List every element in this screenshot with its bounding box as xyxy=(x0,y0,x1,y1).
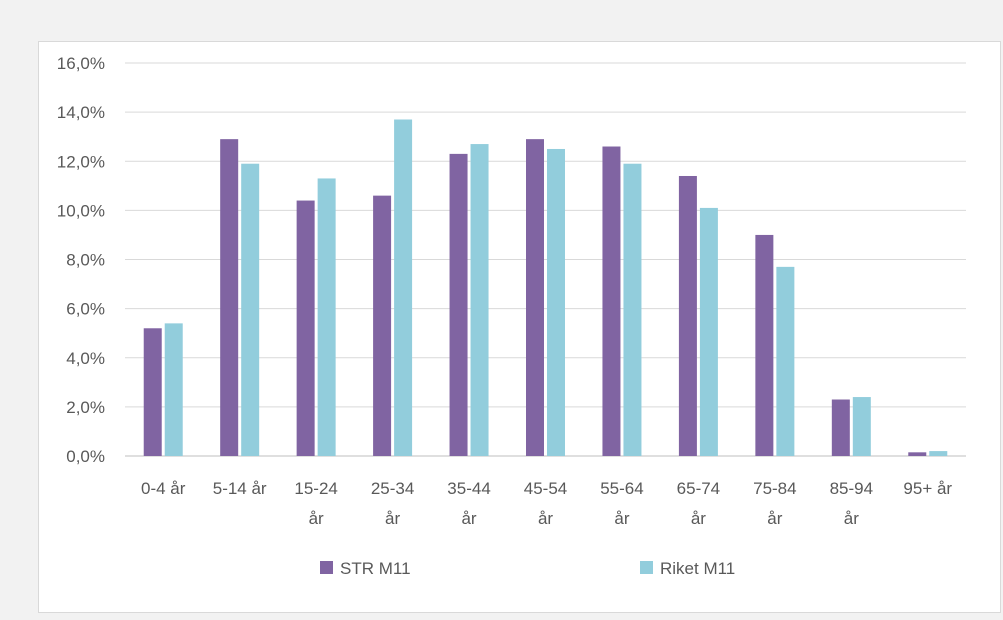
bar-riket-m11 xyxy=(165,323,183,456)
bar-riket-m11 xyxy=(394,119,412,456)
x-tick-label: 0-4 år xyxy=(141,479,186,498)
y-tick-label: 6,0% xyxy=(66,300,105,319)
bar-str-m11 xyxy=(602,147,620,456)
bar-riket-m11 xyxy=(547,149,565,456)
y-tick-label: 12,0% xyxy=(57,152,105,171)
bar-chart: 0,0% 2,0% 4,0% 6,0% 8,0% 10,0% 12,0% 14,0% 16,0%… xyxy=(8,8,996,612)
bar-str-m11 xyxy=(526,139,544,456)
legend-swatch xyxy=(640,561,653,574)
bar-riket-m11 xyxy=(318,178,336,456)
x-tick-label: 65-74 xyxy=(677,479,720,498)
x-tick-label: år xyxy=(844,509,859,528)
x-tick-label: 45-54 xyxy=(524,479,567,498)
x-tick-label: 55-64 xyxy=(600,479,643,498)
bar-str-m11 xyxy=(679,176,697,456)
y-tick-label: 8,0% xyxy=(66,251,105,270)
y-tick-label: 14,0% xyxy=(57,103,105,122)
x-tick-label: år xyxy=(309,509,324,528)
x-tick-label: 5-14 år xyxy=(213,479,267,498)
bar-riket-m11 xyxy=(471,144,489,456)
x-tick-label: 35-44 xyxy=(447,479,490,498)
y-tick-label: 4,0% xyxy=(66,349,105,368)
x-tick-label: 95+ år xyxy=(903,479,952,498)
x-tick-label: 85-94 xyxy=(830,479,873,498)
y-tick-label: 0,0% xyxy=(66,447,105,466)
bar-riket-m11 xyxy=(853,397,871,456)
x-tick-label: år xyxy=(385,509,400,528)
x-tick-label: år xyxy=(461,509,476,528)
chart-frame: 0,0% 2,0% 4,0% 6,0% 8,0% 10,0% 12,0% 14,0% 16,0%… xyxy=(8,8,996,612)
x-tick-label: år xyxy=(691,509,706,528)
bar-riket-m11 xyxy=(776,267,794,456)
bar-str-m11 xyxy=(755,235,773,456)
bar-riket-m11 xyxy=(623,164,641,456)
bar-str-m11 xyxy=(832,400,850,456)
x-tick-label: 75-84 xyxy=(753,479,796,498)
y-tick-label: 16,0% xyxy=(57,54,105,73)
bar-str-m11 xyxy=(144,328,162,456)
bar-riket-m11 xyxy=(241,164,259,456)
bar-riket-m11 xyxy=(700,208,718,456)
x-tick-label: 25-34 xyxy=(371,479,414,498)
x-tick-label: år xyxy=(538,509,553,528)
legend-label: STR M11 xyxy=(340,559,411,578)
x-tick-label: år xyxy=(767,509,782,528)
x-tick-label: år xyxy=(614,509,629,528)
x-tick-label: 15-24 xyxy=(294,479,337,498)
y-tick-label: 10,0% xyxy=(57,201,105,220)
y-tick-label: 2,0% xyxy=(66,398,105,417)
legend-swatch xyxy=(320,561,333,574)
bar-str-m11 xyxy=(450,154,468,456)
legend-label: Riket M11 xyxy=(660,559,735,578)
bar-str-m11 xyxy=(220,139,238,456)
bar-str-m11 xyxy=(297,201,315,456)
bar-str-m11 xyxy=(373,196,391,456)
bar-riket-m11 xyxy=(929,451,947,456)
bar-str-m11 xyxy=(908,452,926,456)
